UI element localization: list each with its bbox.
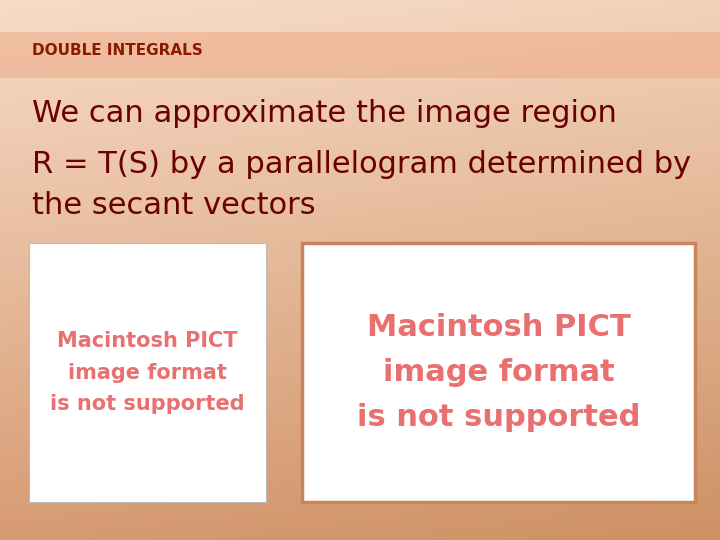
Text: R = T(S) by a parallelogram determined by: R = T(S) by a parallelogram determined b… bbox=[32, 150, 691, 179]
Bar bbox=[0, 32, 720, 78]
Text: Macintosh PICT
image format
is not supported: Macintosh PICT image format is not suppo… bbox=[50, 332, 245, 414]
Bar bbox=[302, 243, 695, 502]
Text: We can approximate the image region: We can approximate the image region bbox=[32, 99, 617, 128]
Bar bbox=[29, 243, 266, 502]
Text: the secant vectors: the secant vectors bbox=[32, 191, 316, 220]
Text: Macintosh PICT
image format
is not supported: Macintosh PICT image format is not suppo… bbox=[357, 313, 640, 432]
Text: DOUBLE INTEGRALS: DOUBLE INTEGRALS bbox=[32, 43, 203, 58]
